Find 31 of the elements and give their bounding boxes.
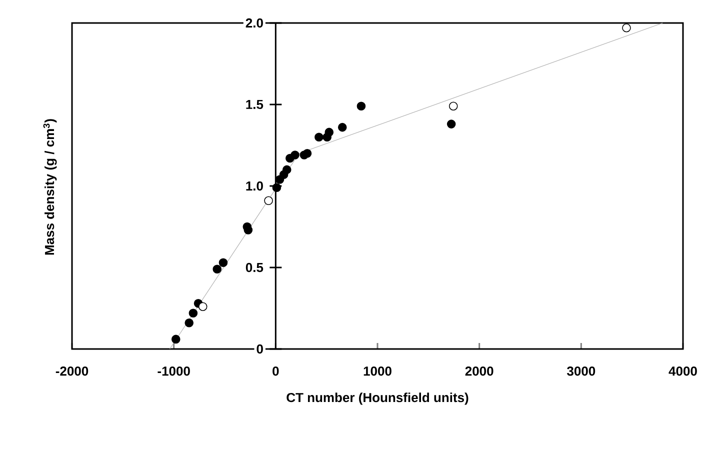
y-tick-label: 2.0 <box>246 18 263 28</box>
x-tick-label: 3000 <box>567 366 596 376</box>
point <box>302 148 312 158</box>
point <box>171 334 180 344</box>
y-tick-label: 1.5 <box>246 100 264 110</box>
point <box>622 23 631 32</box>
point <box>198 302 208 312</box>
point <box>290 150 300 160</box>
point <box>338 122 347 132</box>
y-axis-title: Mass density (g / cm$^{3}$) <box>43 119 57 255</box>
point <box>264 196 273 206</box>
point <box>184 318 194 328</box>
y-tick-label: 0 <box>256 344 263 354</box>
point <box>212 264 222 274</box>
x-tick-label: 2000 <box>465 366 494 376</box>
point <box>356 102 366 111</box>
point <box>324 128 334 137</box>
point <box>188 308 198 318</box>
x-tick-label: -2000 <box>56 366 88 376</box>
x-tick-label: 4000 <box>668 366 697 376</box>
x-tick-label: -1000 <box>158 366 190 376</box>
point <box>218 258 228 267</box>
x-axis-title: CT number (Hounsfield units) <box>286 392 468 405</box>
x-tick-label: 0 <box>272 366 279 376</box>
point <box>448 102 458 111</box>
point <box>314 132 324 142</box>
y-tick-label: 0.5 <box>246 262 264 272</box>
point <box>282 165 292 174</box>
y-tick-label: 1.0 <box>246 181 263 191</box>
x-tick-label: 1000 <box>364 366 392 376</box>
point <box>446 120 456 128</box>
